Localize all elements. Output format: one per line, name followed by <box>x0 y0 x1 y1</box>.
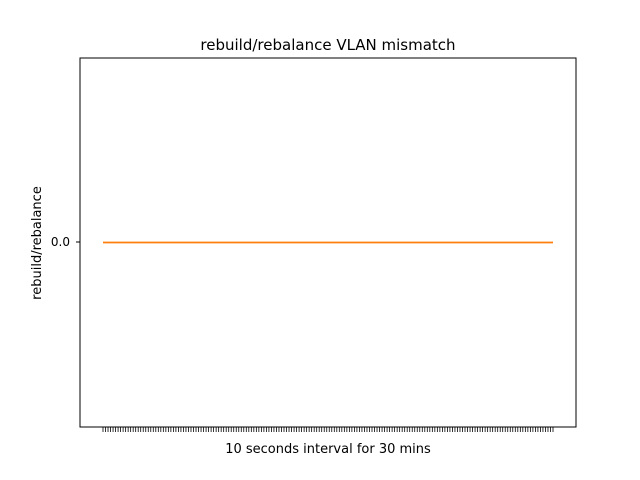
x-axis-ticks <box>102 427 554 432</box>
y-axis: 0.0 <box>51 235 80 249</box>
y-tick-label: 0.0 <box>51 235 70 249</box>
x-axis-label: 10 seconds interval for 30 mins <box>225 442 431 457</box>
y-axis-label: rebuild/rebalance <box>30 186 45 300</box>
chart-title: rebuild/rebalance VLAN mismatch <box>200 36 455 54</box>
